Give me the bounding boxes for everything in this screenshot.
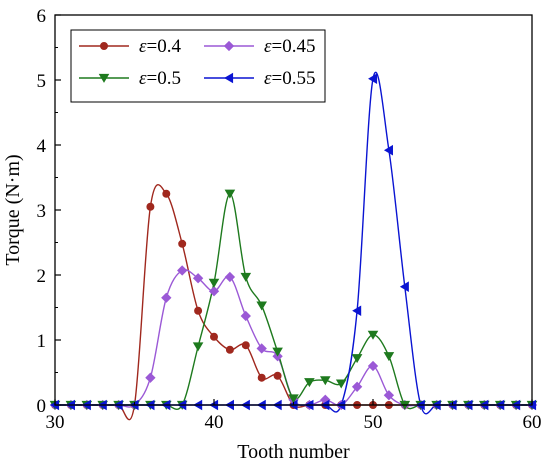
legend-label: ε=0.5 xyxy=(139,68,181,89)
y-tick-label: 5 xyxy=(37,71,47,92)
y-tick-label: 3 xyxy=(37,201,47,222)
data-point xyxy=(241,273,250,281)
data-point xyxy=(195,307,202,314)
y-tick-label: 0 xyxy=(37,396,47,417)
y-tick-label: 1 xyxy=(37,331,47,352)
legend-value: =0.4 xyxy=(147,36,182,57)
series-points-3 xyxy=(50,190,536,409)
legend-label: ε=0.45 xyxy=(264,36,315,57)
data-point xyxy=(179,240,186,247)
series-line-3 xyxy=(55,194,532,410)
legend-value: =0.5 xyxy=(147,68,181,89)
legend-label: ε=0.4 xyxy=(139,36,181,57)
series-markers xyxy=(50,74,536,410)
x-tick-label: 30 xyxy=(46,412,65,433)
legend-value: =0.55 xyxy=(272,68,316,89)
data-point xyxy=(162,293,171,302)
series-points-1 xyxy=(51,190,535,408)
data-point xyxy=(274,372,281,379)
x-tick-label: 40 xyxy=(205,412,224,433)
data-point xyxy=(242,342,249,349)
data-point xyxy=(225,190,234,198)
data-point xyxy=(209,279,218,287)
data-point xyxy=(241,311,250,320)
data-point xyxy=(384,353,393,361)
y-tick-label: 2 xyxy=(37,266,47,287)
series-line-4 xyxy=(55,72,532,413)
data-point xyxy=(225,272,234,281)
data-point xyxy=(163,190,170,197)
y-tick-label: 6 xyxy=(37,6,47,27)
data-point xyxy=(210,333,217,340)
data-point xyxy=(146,373,155,382)
legend-swatch-marker xyxy=(100,42,107,49)
y-axis-label: Torque (N·m) xyxy=(2,154,24,265)
data-point xyxy=(194,343,203,351)
series-line-1 xyxy=(55,185,532,420)
series-points-4 xyxy=(51,74,536,410)
series-line-2 xyxy=(55,270,532,407)
data-point xyxy=(257,344,266,353)
data-point xyxy=(147,203,154,210)
y-tick-label: 4 xyxy=(37,136,47,157)
data-point xyxy=(226,346,233,353)
data-point xyxy=(258,374,265,381)
x-tick-label: 60 xyxy=(523,412,542,433)
x-tick-label: 50 xyxy=(364,412,383,433)
legend: ε=0.4 ε=0.45 ε=0.5 ε=0.55 xyxy=(71,30,325,102)
series-lines xyxy=(55,72,532,419)
series-points-2 xyxy=(50,266,536,410)
data-point xyxy=(353,355,362,363)
legend-value: =0.45 xyxy=(272,36,316,57)
x-axis-label: Tooth number xyxy=(237,441,350,463)
legend-label: ε=0.55 xyxy=(264,68,315,89)
data-point xyxy=(257,302,266,310)
